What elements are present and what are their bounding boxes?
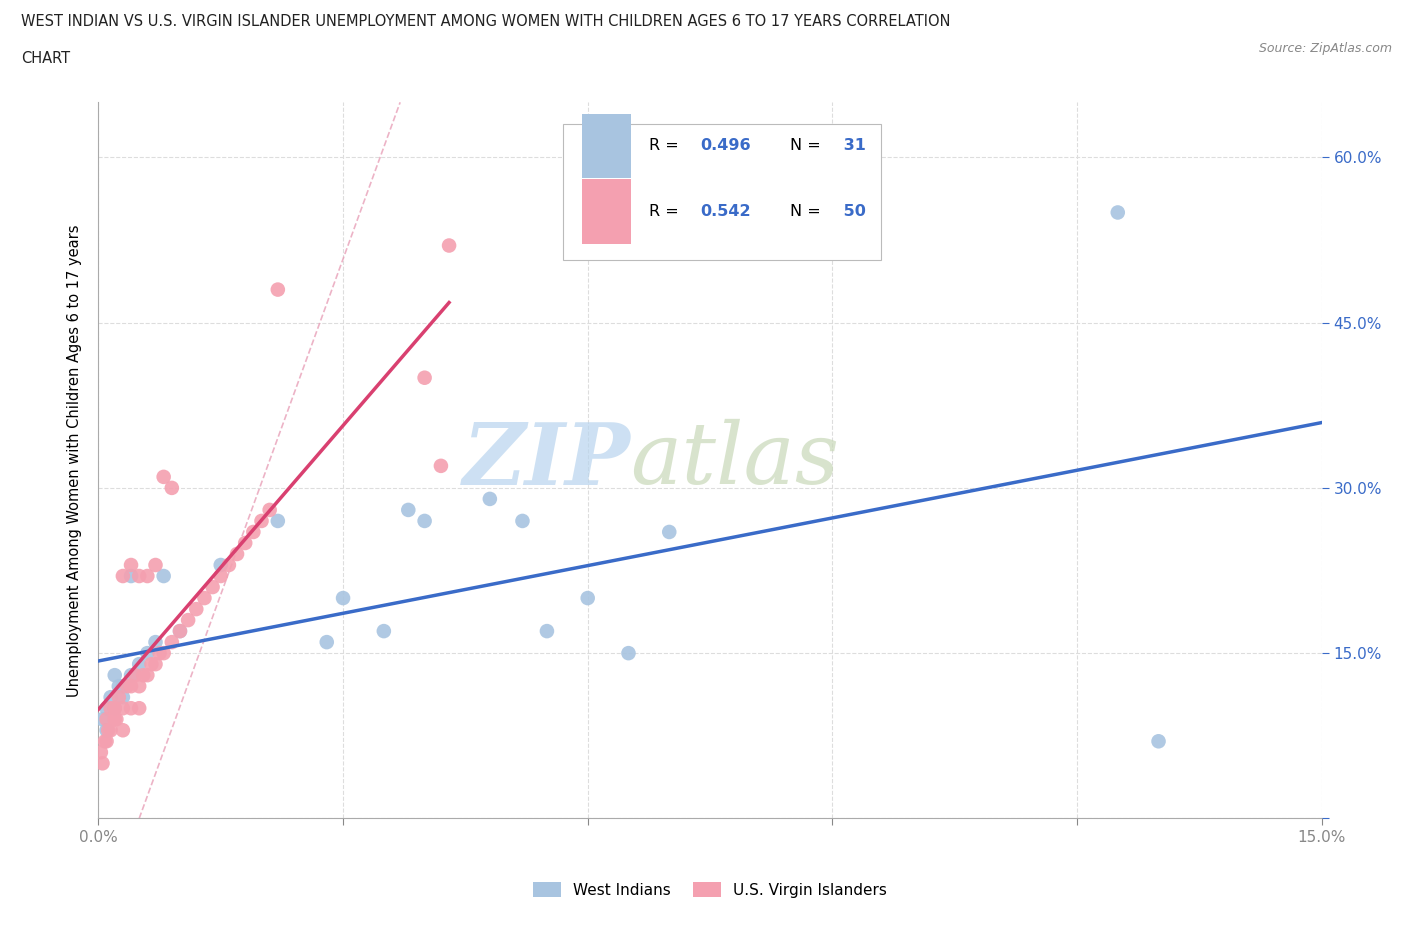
Point bbox=[145, 634, 167, 649]
Point bbox=[100, 690, 122, 705]
Point bbox=[437, 238, 460, 253]
Point bbox=[478, 491, 501, 506]
Point bbox=[100, 701, 122, 716]
Point bbox=[100, 723, 122, 737]
Point bbox=[332, 591, 354, 605]
Point bbox=[108, 679, 131, 694]
Text: Source: ZipAtlas.com: Source: ZipAtlas.com bbox=[1258, 42, 1392, 55]
Point bbox=[315, 634, 337, 649]
Text: 50: 50 bbox=[838, 204, 866, 219]
Point bbox=[96, 723, 118, 737]
Bar bbox=[582, 113, 630, 179]
Point bbox=[267, 513, 290, 528]
Point bbox=[145, 558, 167, 573]
Point bbox=[149, 645, 172, 660]
Point bbox=[201, 579, 224, 594]
Point bbox=[136, 568, 159, 583]
Point bbox=[128, 701, 150, 716]
Point bbox=[233, 536, 256, 551]
Point bbox=[536, 624, 558, 639]
Text: 0.496: 0.496 bbox=[700, 139, 751, 153]
Point bbox=[128, 679, 150, 694]
Y-axis label: Unemployment Among Women with Children Ages 6 to 17 years: Unemployment Among Women with Children A… bbox=[67, 224, 83, 697]
Point bbox=[373, 624, 395, 639]
Point bbox=[160, 634, 183, 649]
Point bbox=[396, 502, 419, 517]
Point bbox=[576, 591, 599, 605]
Point bbox=[160, 481, 183, 496]
Point bbox=[430, 458, 453, 473]
Point bbox=[96, 701, 118, 716]
Text: R =: R = bbox=[650, 139, 683, 153]
Point bbox=[413, 513, 436, 528]
Point bbox=[209, 558, 232, 573]
Point bbox=[152, 645, 174, 660]
Point bbox=[152, 470, 174, 485]
Point bbox=[91, 711, 114, 726]
Point bbox=[512, 513, 534, 528]
Point bbox=[90, 745, 112, 760]
Point bbox=[145, 657, 167, 671]
Point bbox=[111, 568, 134, 583]
Point bbox=[250, 513, 273, 528]
Point bbox=[94, 734, 117, 749]
Point bbox=[186, 602, 208, 617]
Point bbox=[111, 701, 134, 716]
Text: N =: N = bbox=[790, 139, 825, 153]
Point bbox=[104, 668, 127, 683]
Point bbox=[96, 734, 118, 749]
Point bbox=[120, 568, 142, 583]
Point bbox=[132, 668, 155, 683]
Point bbox=[658, 525, 681, 539]
Point bbox=[193, 591, 215, 605]
Point bbox=[105, 711, 128, 726]
Point bbox=[226, 547, 249, 562]
Point bbox=[111, 690, 134, 705]
Point bbox=[259, 502, 281, 517]
Point bbox=[152, 568, 174, 583]
FancyBboxPatch shape bbox=[564, 124, 882, 259]
Point bbox=[128, 657, 150, 671]
Text: WEST INDIAN VS U.S. VIRGIN ISLANDER UNEMPLOYMENT AMONG WOMEN WITH CHILDREN AGES : WEST INDIAN VS U.S. VIRGIN ISLANDER UNEM… bbox=[21, 14, 950, 29]
Point bbox=[104, 701, 127, 716]
Point bbox=[115, 679, 138, 694]
Point bbox=[169, 624, 191, 639]
Point bbox=[169, 624, 191, 639]
Point bbox=[141, 657, 163, 671]
Point bbox=[120, 679, 142, 694]
Point bbox=[111, 723, 134, 737]
Point bbox=[218, 558, 240, 573]
Text: 0.542: 0.542 bbox=[700, 204, 751, 219]
Point bbox=[120, 701, 142, 716]
Point bbox=[108, 690, 131, 705]
Point bbox=[91, 756, 114, 771]
Point bbox=[1107, 205, 1129, 219]
Point bbox=[136, 645, 159, 660]
Point bbox=[96, 711, 118, 726]
Point bbox=[120, 668, 142, 683]
Text: R =: R = bbox=[650, 204, 683, 219]
Point bbox=[267, 282, 290, 297]
Text: CHART: CHART bbox=[21, 51, 70, 66]
Point bbox=[111, 679, 134, 694]
Legend: West Indians, U.S. Virgin Islanders: West Indians, U.S. Virgin Islanders bbox=[527, 876, 893, 904]
Point bbox=[128, 568, 150, 583]
Bar bbox=[582, 179, 630, 244]
Point bbox=[97, 723, 120, 737]
Point bbox=[177, 613, 200, 628]
Text: 31: 31 bbox=[838, 139, 866, 153]
Text: ZIP: ZIP bbox=[463, 418, 630, 502]
Point bbox=[617, 645, 640, 660]
Point bbox=[1147, 734, 1170, 749]
Text: atlas: atlas bbox=[630, 419, 839, 501]
Text: N =: N = bbox=[790, 204, 825, 219]
Point bbox=[413, 370, 436, 385]
Point bbox=[104, 711, 127, 726]
Point bbox=[120, 558, 142, 573]
Point bbox=[104, 701, 127, 716]
Point bbox=[242, 525, 264, 539]
Point bbox=[209, 568, 232, 583]
Point bbox=[136, 668, 159, 683]
Point bbox=[124, 668, 146, 683]
